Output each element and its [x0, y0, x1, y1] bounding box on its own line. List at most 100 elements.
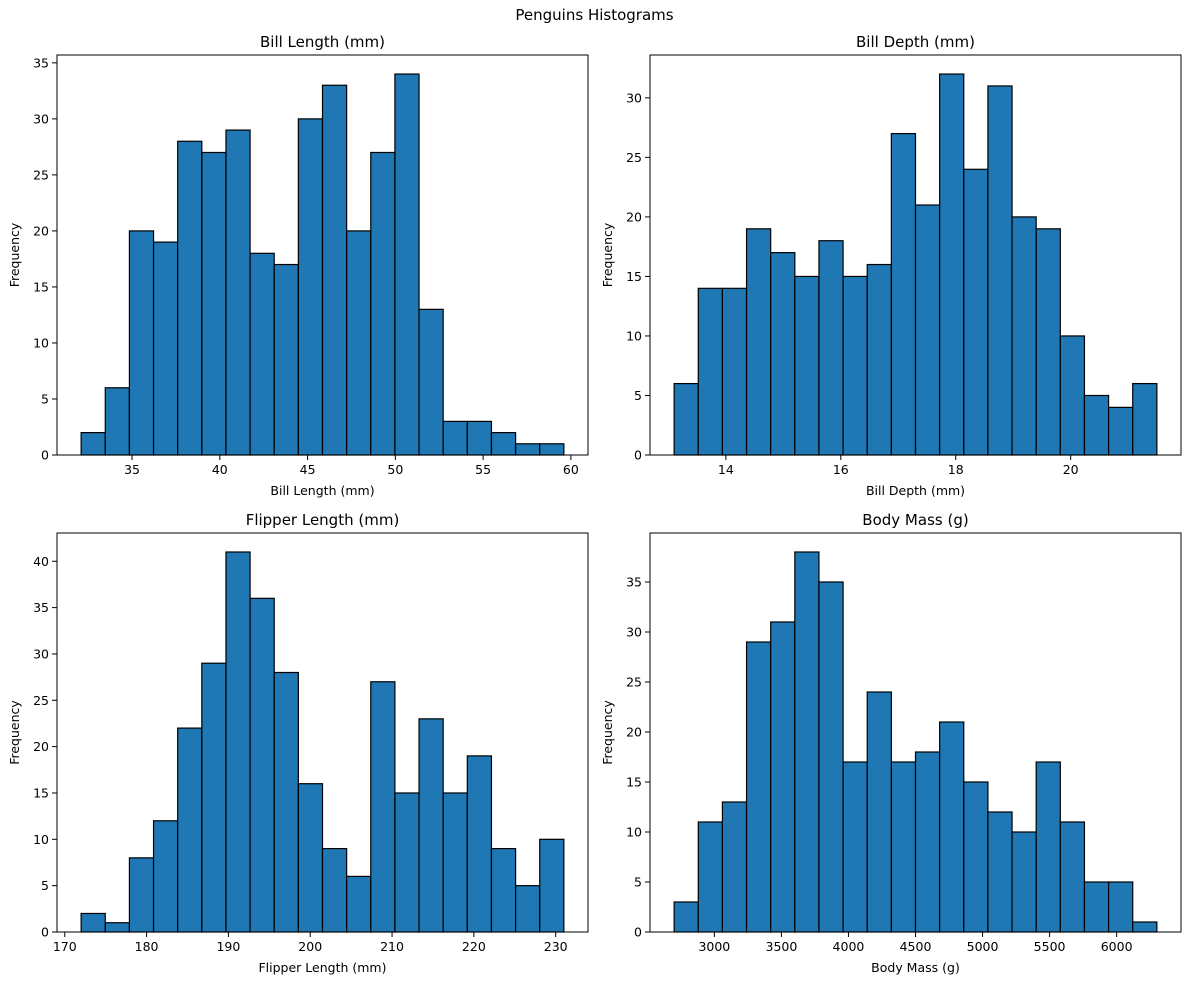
- y-tick-label: 0: [634, 925, 642, 940]
- y-tick-label: 25: [33, 693, 49, 708]
- histogram-bar: [442, 420, 468, 456]
- x-axis-label: Flipper Length (mm): [258, 960, 386, 975]
- x-tick-label: 180: [135, 939, 159, 954]
- histogram-bar: [539, 443, 565, 456]
- y-tick-label: 20: [626, 209, 642, 224]
- histogram-bar: [770, 252, 796, 456]
- x-tick-label: 14: [718, 462, 734, 477]
- y-axis-label: Frequency: [600, 700, 615, 765]
- y-tick-label: 30: [33, 111, 49, 126]
- histogram-bar: [1059, 335, 1086, 456]
- subplot-2: 14 16 18 20 0 5 10 15 20 25 30 Bill Depth (mm) Bill …: [600, 33, 1182, 498]
- x-tick-label: 3000: [698, 939, 730, 954]
- subplot-3: 170 180 190 200 210 220 230 0 5 10 15 20 25 30 35 40 Fli…: [7, 511, 589, 975]
- histogram-bar: [939, 73, 965, 456]
- y-tick-label: 30: [626, 90, 642, 105]
- x-axis-label: Body Mass (g): [871, 960, 960, 975]
- histogram-bar: [490, 431, 517, 456]
- y-tick-label: 15: [626, 269, 642, 284]
- histogram-bar: [152, 241, 179, 456]
- histogram-bar: [394, 73, 420, 456]
- y-tick-label: 5: [41, 878, 49, 893]
- axes-frame: [56, 532, 589, 933]
- y-tick-label: 10: [626, 328, 642, 343]
- histogram-bar: [152, 820, 179, 933]
- y-tick-label: 25: [626, 150, 642, 165]
- x-tick-label: 4000: [833, 939, 865, 954]
- histogram-bar: [346, 875, 372, 933]
- y-tick-label: 10: [626, 825, 642, 840]
- x-tick-label: 60: [563, 462, 579, 477]
- y-tick-label: 35: [626, 575, 642, 590]
- histogram-bar: [1107, 406, 1134, 456]
- histogram-bar: [866, 263, 892, 456]
- x-tick-label: 45: [300, 462, 316, 477]
- histogram-bar: [177, 140, 203, 456]
- histogram-bar: [273, 263, 299, 456]
- x-tick-label: 190: [216, 939, 240, 954]
- histogram-bar: [721, 801, 748, 933]
- histogram-bar: [697, 287, 724, 456]
- histogram-bar: [673, 382, 699, 456]
- histogram-bar: [442, 792, 468, 933]
- x-tick-label: 18: [948, 462, 964, 477]
- figure-suptitle: Penguins Histograms: [515, 6, 674, 24]
- histogram-bar: [514, 443, 541, 456]
- histogram-bar: [201, 662, 227, 933]
- subplot-title: Flipper Length (mm): [246, 511, 400, 529]
- histogram-bar: [1107, 881, 1134, 933]
- axes-frame: [649, 54, 1182, 456]
- histogram-bar: [963, 168, 989, 456]
- y-tick-label: 10: [33, 335, 49, 350]
- histogram-bar: [346, 230, 372, 456]
- histogram-bar: [1035, 761, 1061, 933]
- x-tick-label: 16: [833, 462, 849, 477]
- histogram-bar: [890, 132, 917, 456]
- histogram-bar: [987, 85, 1013, 456]
- histogram-bar: [890, 761, 917, 933]
- histogram-bar: [818, 581, 844, 933]
- histogram-bar: [963, 781, 989, 933]
- histogram-bar: [842, 761, 868, 933]
- x-tick-label: 6000: [1101, 939, 1133, 954]
- x-tick-label: 40: [212, 462, 228, 477]
- histogram-bar: [697, 821, 724, 933]
- histogram-bar: [249, 597, 275, 933]
- histogram-bar: [466, 420, 493, 456]
- histogram-bar: [818, 240, 844, 456]
- histogram-bar: [177, 727, 203, 933]
- y-tick-label: 5: [41, 391, 49, 406]
- y-axis-label: Frequency: [600, 222, 615, 287]
- histogram-bar: [939, 721, 965, 933]
- y-tick-label: 25: [33, 167, 49, 182]
- histogram-bar: [1083, 394, 1110, 456]
- histogram-bar: [721, 287, 748, 456]
- histogram-bar: [842, 275, 868, 456]
- y-tick-label: 20: [626, 725, 642, 740]
- y-tick-label: 30: [33, 646, 49, 661]
- histogram-bar: [514, 885, 541, 933]
- histogram-bar: [370, 681, 396, 933]
- histogram-bar: [225, 551, 251, 933]
- subplot-title: Bill Length (mm): [260, 33, 385, 51]
- x-tick-label: 50: [387, 462, 403, 477]
- histogram-bar: [673, 901, 699, 933]
- histogram-bar: [866, 691, 892, 933]
- y-tick-label: 20: [33, 223, 49, 238]
- y-tick-label: 5: [634, 388, 642, 403]
- y-tick-label: 25: [626, 675, 642, 690]
- histogram-bar: [745, 641, 772, 933]
- y-tick-label: 30: [626, 625, 642, 640]
- histogram-bar: [1132, 382, 1158, 456]
- histogram-bar: [128, 230, 155, 456]
- x-tick-label: 5000: [967, 939, 999, 954]
- histogram-bar: [1083, 881, 1110, 933]
- histogram-bar: [297, 783, 324, 933]
- y-tick-label: 15: [33, 279, 49, 294]
- x-tick-label: 5500: [1034, 939, 1066, 954]
- histogram-bar: [466, 755, 493, 933]
- histogram-bar: [987, 811, 1013, 933]
- histogram-bar: [1011, 831, 1037, 933]
- x-tick-label: 230: [544, 939, 568, 954]
